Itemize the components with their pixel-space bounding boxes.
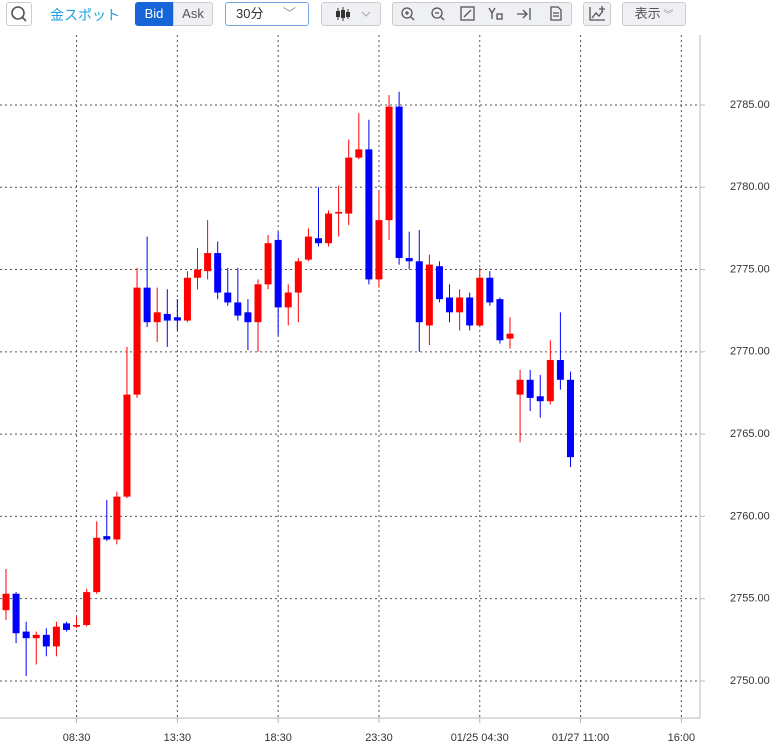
candle-body <box>113 496 121 540</box>
search-button[interactable] <box>6 2 32 26</box>
x-tick-label: 13:30 <box>164 732 192 744</box>
candle-body <box>476 277 484 326</box>
candle-body <box>244 312 252 323</box>
chart-type-select[interactable] <box>321 2 381 26</box>
x-tick-label: 01/25 04:30 <box>451 732 509 744</box>
y-tick-label: 2755.00 <box>730 593 770 605</box>
candle-body <box>536 396 544 402</box>
candle-body <box>204 253 212 272</box>
candle-body <box>83 592 91 626</box>
candle-body <box>466 297 474 326</box>
bid-button[interactable]: Bid <box>135 2 173 26</box>
ask-button[interactable]: Ask <box>173 2 213 26</box>
candle-body <box>415 261 423 323</box>
candle-body <box>224 292 232 303</box>
candle-body <box>385 106 393 221</box>
display-select[interactable]: 表示 ︾ <box>622 2 686 26</box>
candle-body <box>153 312 161 323</box>
interval-select[interactable]: 30分 ﹀ <box>225 2 309 26</box>
candle-body <box>254 284 262 323</box>
y-tick-label: 2770.00 <box>730 346 770 358</box>
candle-body <box>52 626 60 647</box>
indicator-button[interactable] <box>583 2 611 26</box>
candle-icon <box>336 7 371 21</box>
candle-body <box>355 149 363 158</box>
candle-body <box>32 634 40 639</box>
candle-body <box>73 625 81 627</box>
candle-body <box>425 264 433 326</box>
candle-body <box>163 313 171 321</box>
candle-body <box>2 593 10 611</box>
candle-body <box>375 220 383 280</box>
candle-body <box>395 106 403 259</box>
candle-body <box>143 287 151 323</box>
candle-body <box>556 360 564 380</box>
candle-body <box>345 157 353 214</box>
candle-body <box>214 253 222 293</box>
y-tick-label: 2775.00 <box>730 263 770 275</box>
candle-body <box>133 287 141 395</box>
candle-body <box>365 149 373 280</box>
x-tick-label: 08:30 <box>63 732 91 744</box>
candle-body <box>335 211 343 214</box>
toolbar: 金スポット Bid Ask 30分 ﹀ 表示 ︾ <box>0 0 777 30</box>
interval: 30分 <box>236 6 264 21</box>
candle-body <box>435 266 443 300</box>
y-tick-label: 2750.00 <box>730 675 770 687</box>
candle-body <box>496 299 504 341</box>
candle-body <box>42 634 50 647</box>
candle-body <box>526 379 534 398</box>
candle-body <box>93 537 101 593</box>
x-tick-label: 23:30 <box>365 732 393 744</box>
y-tick-label: 2780.00 <box>730 181 770 193</box>
caret: ︾ <box>660 10 674 21</box>
display: 表示 <box>634 6 661 21</box>
candle-body <box>506 333 514 339</box>
instrument[interactable]: 金スポット <box>50 7 120 23</box>
candle-body <box>486 277 494 303</box>
candle-body <box>22 631 30 639</box>
y-tick-label: 2765.00 <box>730 428 770 440</box>
candle-body <box>446 297 454 313</box>
x-tick-label: 16:00 <box>668 732 696 744</box>
tool-icons <box>401 6 562 21</box>
y-tick-label: 2760.00 <box>730 510 770 522</box>
candle-body <box>173 317 181 321</box>
candle-body <box>183 277 191 321</box>
candle-body <box>566 379 574 458</box>
x-tick-label: 01/27 11:00 <box>552 732 609 744</box>
x-tick-label: 18:30 <box>264 732 292 744</box>
caret: ﹀ <box>282 6 296 21</box>
candle-body <box>274 239 282 308</box>
candle-body <box>314 238 322 244</box>
candle-body <box>264 243 272 285</box>
candle-body <box>284 292 292 308</box>
candle-body <box>325 213 333 244</box>
y-tick-label: 2785.00 <box>730 99 770 111</box>
candle-body <box>62 623 70 630</box>
candle-body <box>12 593 20 634</box>
search-icon <box>11 6 27 22</box>
candle-body <box>456 297 464 313</box>
candle-body <box>546 360 554 402</box>
candle-body <box>405 258 413 262</box>
candle-body <box>123 394 131 497</box>
candle-body <box>103 536 111 540</box>
candle-body <box>294 261 302 293</box>
candle-body <box>304 236 312 260</box>
candle-body <box>194 269 202 278</box>
candle-body <box>516 379 524 395</box>
candle-body <box>234 302 242 316</box>
tool-group <box>392 2 572 26</box>
indicator-icon <box>589 6 605 21</box>
